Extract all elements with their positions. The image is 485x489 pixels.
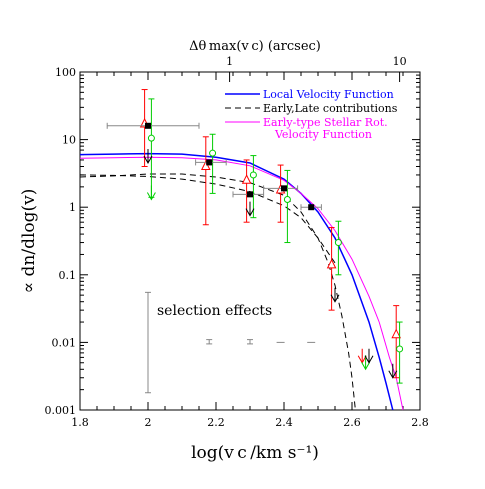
upper-limit-arrowhead <box>143 155 153 165</box>
selection-effects-label: selection effects <box>157 303 272 319</box>
upper-limit-arrowhead <box>364 355 374 364</box>
model-curves <box>79 152 404 411</box>
legend-label: Early-type Stellar Rot. <box>263 116 388 129</box>
upper-limit-arrowhead <box>361 362 371 371</box>
green-circle-point <box>334 239 342 247</box>
data-points <box>106 89 404 384</box>
y-axis-label: ∝ dn/dlog(v) <box>19 189 39 294</box>
x-axis-label: log(v c /km s⁻¹) <box>191 443 319 463</box>
x-tick-label: 2.6 <box>343 416 361 429</box>
black-square-point <box>308 204 315 211</box>
legend-label-continued: Velocity Function <box>274 128 372 141</box>
x-tick-label: 2.4 <box>275 416 293 429</box>
green-circle-point <box>396 345 404 353</box>
upper-limit-arrowhead <box>330 294 340 303</box>
x-tick-label: 2.2 <box>207 416 225 429</box>
green-circle-point <box>249 171 257 179</box>
black-square-point <box>281 185 287 192</box>
top-axis-tick-label: 10 <box>393 55 407 68</box>
green-circle-point <box>209 149 217 157</box>
y-tick-label: 10 <box>62 134 76 147</box>
x-tick-label: 1.8 <box>71 416 89 429</box>
y-tick-label: 0.001 <box>45 404 77 417</box>
top-axis-tick-label: 1 <box>226 55 233 68</box>
black-square-point <box>247 191 253 198</box>
upper-limit-arrowhead <box>146 192 156 201</box>
green-circle-point <box>147 134 155 142</box>
y-tick-label: 1 <box>69 201 76 214</box>
curve-late <box>79 174 336 264</box>
red-triangle-point <box>391 328 402 339</box>
curve-stellar <box>79 156 404 411</box>
y-tick-label: 100 <box>55 66 76 79</box>
green-circle-point <box>283 195 291 203</box>
black-square-point <box>206 159 213 166</box>
top-axis-label: Δθ max(v c) (arcsec) <box>189 39 321 54</box>
black-square-point <box>145 122 151 129</box>
curve-local <box>79 152 394 411</box>
axis-ticks: 1.8 2 2.2 2.4 2.6 2.8 100 10 1 0.1 0.01 0.001 1 10 <box>45 55 429 429</box>
y-tick-label: 0.01 <box>52 336 77 349</box>
legend-label: Early,Late contributions <box>263 102 398 115</box>
curve-early <box>79 173 356 411</box>
upper-limit-arrowhead <box>245 208 255 217</box>
y-tick-label: 0.1 <box>59 269 77 282</box>
red-triangle-point <box>200 160 211 171</box>
red-triangle-point <box>241 174 252 184</box>
selection-effects-markers <box>145 291 316 394</box>
x-tick-label: 2 <box>145 416 152 429</box>
x-tick-label: 2.8 <box>411 416 429 429</box>
legend-label: Local Velocity Function <box>263 88 394 101</box>
red-triangle-point <box>326 258 337 269</box>
upper-limit-arrowhead <box>388 370 398 379</box>
